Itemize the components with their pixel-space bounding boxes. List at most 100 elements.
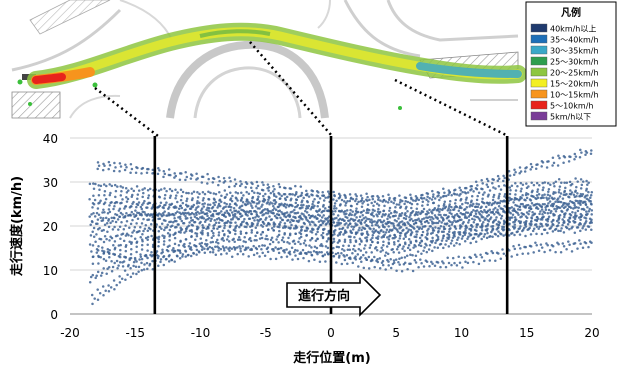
data-point — [417, 266, 420, 269]
data-point — [579, 242, 582, 245]
data-point — [386, 236, 389, 239]
data-point — [529, 162, 533, 166]
data-point — [97, 262, 100, 265]
data-point — [497, 177, 501, 180]
data-point — [205, 244, 208, 247]
legend-label: 5km/h以下 — [550, 113, 591, 122]
data-point — [386, 258, 389, 262]
data-point — [192, 203, 196, 207]
data-point — [515, 253, 519, 257]
data-point — [305, 211, 309, 214]
data-point — [426, 216, 430, 219]
data-point — [404, 235, 407, 239]
data-point — [229, 208, 232, 212]
data-point — [409, 223, 412, 227]
data-point — [271, 240, 275, 244]
data-point — [107, 167, 110, 171]
data-point — [181, 253, 185, 256]
y-tick-label: 40 — [43, 132, 58, 146]
data-point — [444, 243, 447, 246]
data-point — [223, 179, 227, 183]
data-point — [557, 197, 560, 200]
data-point — [131, 218, 134, 222]
data-point — [535, 206, 538, 210]
data-point — [213, 223, 216, 226]
data-point — [187, 204, 190, 208]
data-point — [399, 205, 403, 208]
data-point — [513, 209, 516, 212]
data-point — [250, 204, 253, 208]
data-point — [285, 255, 289, 258]
data-point — [429, 225, 433, 228]
data-point — [129, 171, 132, 175]
data-point — [203, 192, 207, 196]
data-point — [580, 183, 584, 187]
data-point — [269, 238, 273, 242]
data-point — [520, 196, 523, 200]
data-point — [174, 197, 177, 200]
data-point — [316, 204, 319, 208]
data-point — [177, 207, 181, 210]
data-point — [140, 243, 144, 247]
data-point — [384, 251, 388, 254]
data-point — [443, 200, 447, 203]
data-point — [249, 202, 252, 205]
data-point — [349, 238, 352, 242]
data-point — [392, 259, 396, 262]
data-point — [522, 213, 526, 216]
data-point — [184, 208, 187, 211]
data-point — [212, 192, 216, 195]
data-point — [536, 217, 540, 220]
data-point — [196, 196, 200, 199]
data-point — [492, 193, 496, 197]
data-point — [119, 194, 123, 197]
data-point — [534, 241, 537, 245]
data-point — [168, 233, 172, 236]
data-point — [289, 221, 292, 224]
data-point — [525, 182, 528, 185]
data-point — [535, 225, 539, 228]
data-point — [563, 215, 566, 219]
data-point — [465, 226, 469, 229]
data-point — [155, 236, 159, 239]
data-point — [562, 154, 566, 158]
data-point — [448, 224, 451, 228]
data-point — [530, 216, 533, 219]
data-point — [471, 217, 474, 221]
data-point — [283, 186, 286, 190]
data-point — [480, 205, 483, 208]
data-point — [518, 172, 521, 175]
data-point — [108, 239, 111, 242]
data-point — [347, 256, 351, 260]
data-point — [585, 187, 588, 191]
data-point — [221, 219, 224, 222]
data-point — [332, 254, 336, 258]
data-point — [232, 228, 236, 232]
data-point — [106, 267, 109, 271]
data-point — [513, 226, 517, 229]
data-point — [210, 229, 214, 233]
data-point — [567, 240, 570, 243]
data-point — [236, 252, 239, 256]
data-point — [316, 230, 319, 234]
data-point — [228, 213, 231, 216]
data-point — [353, 256, 356, 260]
data-point — [354, 249, 357, 253]
data-point — [196, 177, 199, 180]
data-point — [94, 240, 97, 243]
data-point — [337, 196, 341, 200]
data-point — [379, 250, 382, 253]
data-point — [381, 263, 385, 267]
data-point — [475, 198, 479, 202]
data-point — [234, 232, 237, 236]
data-point — [499, 217, 503, 220]
data-point — [406, 246, 410, 250]
data-point — [343, 193, 346, 197]
data-point — [563, 189, 567, 193]
data-point — [141, 188, 144, 191]
data-point — [194, 208, 197, 212]
data-point — [283, 222, 287, 225]
data-point — [524, 198, 527, 202]
data-point — [364, 244, 367, 247]
data-point — [189, 216, 193, 220]
